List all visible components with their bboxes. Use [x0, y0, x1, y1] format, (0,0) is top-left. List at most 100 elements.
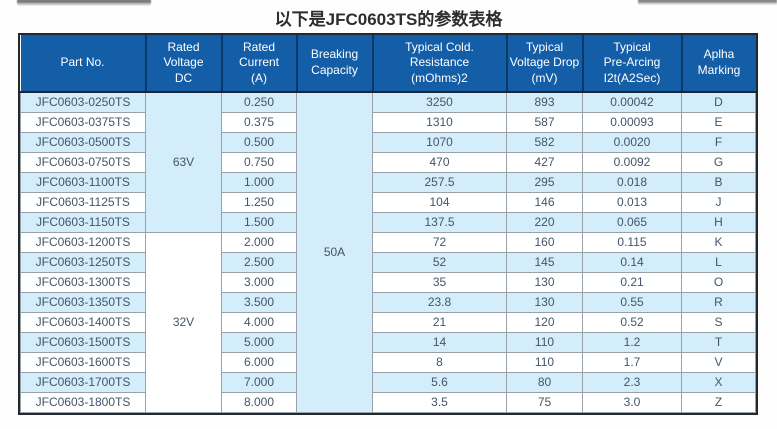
- table-row: JFC0603-0250TS 63V 0.250 50A 3250 893 0.00042 D: [20, 91, 756, 413]
- part-no-cell: JFC0603-1150TS: [20, 211, 146, 233]
- top-right-shadow: [638, 0, 777, 5]
- voltage-drop-cell: 295: [506, 171, 583, 193]
- parameters-table-container: Part No. Rated Voltage DC Rated Current (A…: [18, 33, 758, 415]
- rated-current-cell: 3.000: [221, 271, 297, 293]
- part-no-cell: JFC0603-1700TS: [20, 371, 146, 393]
- column-header-alpha-marking: Aplha Marking: [680, 35, 756, 93]
- rated-current-cell: 2.500: [221, 251, 297, 273]
- cold-resistance-cell: 137.5: [372, 211, 507, 233]
- table-row: JFC0603-1400TS 4.000 21 120 0.52 S: [20, 311, 756, 333]
- voltage-drop-cell: 110: [506, 331, 583, 353]
- voltage-drop-cell: 587: [506, 111, 583, 133]
- part-no-cell: JFC0603-0250TS: [20, 91, 146, 113]
- alpha-marking-cell: R: [681, 291, 756, 313]
- alpha-marking-cell: X: [681, 371, 756, 393]
- voltage-group-32v-cell: 32V: [145, 231, 222, 413]
- table-row: JFC0603-1100TS 1.000 257.5 295 0.018 B: [20, 171, 756, 193]
- pre-arcing-cell: 0.21: [582, 271, 682, 293]
- column-header-part-no: Part No.: [20, 35, 147, 93]
- table-row: JFC0603-1600TS 6.000 8 110 1.7 V: [20, 351, 756, 373]
- alpha-marking-cell: H: [681, 211, 756, 233]
- page-title: 以下是JFC0603TS的参数表格: [274, 10, 503, 29]
- alpha-marking-cell: V: [681, 351, 756, 373]
- pre-arcing-cell: 0.013: [582, 191, 682, 213]
- column-header-breaking-capacity: Breaking Capacity: [295, 35, 374, 93]
- column-header-pre-arcing: Typical Pre-Arcing I2t(A2Sec): [581, 35, 683, 93]
- column-header-voltage-drop: Typical Voltage Drop (mV): [505, 35, 584, 93]
- alpha-marking-cell: E: [681, 111, 756, 133]
- pre-arcing-cell: 1.7: [582, 351, 682, 373]
- cold-resistance-cell: 104: [372, 191, 507, 213]
- pre-arcing-cell: 0.14: [582, 251, 682, 273]
- voltage-drop-cell: 75: [506, 391, 583, 413]
- cold-resistance-cell: 52: [372, 251, 507, 273]
- rated-current-cell: 3.500: [221, 291, 297, 313]
- part-no-cell: JFC0603-1600TS: [20, 351, 146, 373]
- rated-current-cell: 1.500: [221, 211, 297, 233]
- voltage-drop-cell: 130: [506, 291, 583, 313]
- top-left-shadow: [17, 0, 151, 6]
- part-no-cell: JFC0603-1400TS: [20, 311, 146, 333]
- alpha-marking-cell: Z: [681, 391, 756, 413]
- pre-arcing-cell: 2.3: [582, 371, 682, 393]
- table-row: JFC0603-0750TS 0.750 470 427 0.0092 G: [20, 151, 756, 173]
- table-row: JFC0603-1150TS 1.500 137.5 220 0.065 H: [20, 211, 756, 233]
- part-no-cell: JFC0603-1350TS: [20, 291, 146, 313]
- rated-current-cell: 0.500: [221, 131, 297, 153]
- pre-arcing-cell: 0.0092: [582, 151, 682, 173]
- pre-arcing-cell: 0.065: [582, 211, 682, 233]
- part-no-cell: JFC0603-1500TS: [20, 331, 146, 353]
- rated-current-cell: 7.000: [221, 371, 297, 393]
- cold-resistance-cell: 257.5: [372, 171, 507, 193]
- table-row: JFC0603-1700TS 7.000 5.6 80 2.3 X: [20, 371, 756, 393]
- part-no-cell: JFC0603-1300TS: [20, 271, 146, 293]
- cold-resistance-cell: 1070: [372, 131, 507, 153]
- cold-resistance-cell: 21: [372, 311, 507, 333]
- part-no-cell: JFC0603-0750TS: [20, 151, 146, 173]
- voltage-drop-cell: 80: [506, 371, 583, 393]
- rated-current-cell: 4.000: [221, 311, 297, 333]
- part-no-cell: JFC0603-0500TS: [20, 131, 146, 153]
- rated-current-cell: 5.000: [221, 331, 297, 353]
- cold-resistance-cell: 5.6: [372, 371, 507, 393]
- part-no-cell: JFC0603-1800TS: [20, 391, 146, 413]
- cold-resistance-cell: 470: [372, 151, 507, 173]
- table-header: Part No. Rated Voltage DC Rated Current (A…: [20, 35, 756, 93]
- alpha-marking-cell: B: [681, 171, 756, 193]
- table-row: JFC0603-0375TS 0.375 1310 587 0.00093 E: [20, 111, 756, 133]
- cold-resistance-cell: 23.8: [372, 291, 507, 313]
- voltage-drop-cell: 146: [506, 191, 583, 213]
- pre-arcing-cell: 0.55: [582, 291, 682, 313]
- table-row: JFC0603-1300TS 3.000 35 130 0.21 O: [20, 271, 756, 293]
- voltage-drop-cell: 893: [506, 91, 583, 113]
- breaking-capacity-cell: 50A: [296, 91, 373, 413]
- rated-current-cell: 1.000: [221, 171, 297, 193]
- alpha-marking-cell: T: [681, 331, 756, 353]
- pre-arcing-cell: 0.00042: [582, 91, 682, 113]
- voltage-drop-cell: 120: [506, 311, 583, 333]
- pre-arcing-cell: 0.0020: [582, 131, 682, 153]
- voltage-drop-cell: 160: [506, 231, 583, 253]
- voltage-group-63v-cell: 63V: [145, 91, 222, 233]
- pre-arcing-cell: 0.018: [582, 171, 682, 193]
- cold-resistance-cell: 1310: [372, 111, 507, 133]
- table-row: JFC0603-1250TS 2.500 52 145 0.14 L: [20, 251, 756, 273]
- rated-current-cell: 2.000: [221, 231, 297, 253]
- table-row: JFC0603-1200TS 32V 2.000 72 160 0.115 K: [20, 231, 756, 413]
- voltage-drop-cell: 145: [506, 251, 583, 273]
- column-header-cold-resistance: Typical Cold. Resistance (mOhms)2: [371, 35, 508, 93]
- alpha-marking-cell: G: [681, 151, 756, 173]
- pre-arcing-cell: 0.00093: [582, 111, 682, 133]
- part-no-cell: JFC0603-1200TS: [20, 231, 146, 253]
- column-header-rated-current: Rated Current (A): [220, 35, 298, 93]
- part-no-cell: JFC0603-1250TS: [20, 251, 146, 273]
- cold-resistance-cell: 8: [372, 351, 507, 373]
- alpha-marking-cell: F: [681, 131, 756, 153]
- table-row: JFC0603-1350TS 3.500 23.8 130 0.55 R: [20, 291, 756, 313]
- column-header-rated-voltage: Rated Voltage DC: [144, 35, 223, 93]
- table-body: JFC0603-0250TS 63V 0.250 50A 3250 893 0.00042 D…: [20, 91, 756, 413]
- table-row: JFC0603-1500TS 5.000 14 110 1.2 T: [20, 331, 756, 353]
- alpha-marking-cell: L: [681, 251, 756, 273]
- alpha-marking-cell: S: [681, 311, 756, 333]
